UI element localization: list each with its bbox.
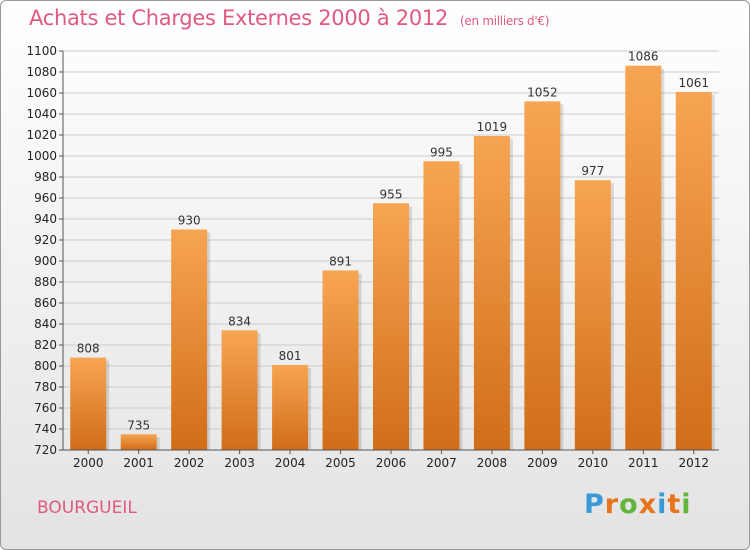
bar-2003[interactable] (221, 330, 258, 450)
y-tick-label: 720 (34, 443, 57, 457)
chart-title: Achats et Charges Externes 2000 à 2012 (e… (29, 6, 549, 30)
x-tick-label-2009: 2009 (527, 456, 558, 470)
logo-letter: o (619, 489, 639, 520)
y-tick-label: 800 (34, 359, 57, 373)
y-tick-label: 980 (34, 170, 57, 184)
bar-2011[interactable] (625, 65, 662, 450)
y-tick-label: 1080 (26, 65, 57, 79)
y-tick-label: 1020 (26, 128, 57, 142)
bar-2010[interactable] (574, 180, 611, 450)
data-label-2000: 808 (77, 342, 100, 356)
x-tick-label-2001: 2001 (123, 456, 154, 470)
y-axis: 720 740 760 780 800 820 840 860 880 900 920 940 960 9… (26, 44, 64, 457)
y-tick-label: 1000 (26, 149, 57, 163)
x-tick-label-2003: 2003 (224, 456, 255, 470)
data-label-2006: 955 (380, 187, 403, 201)
x-tick-label-2000: 2000 (73, 456, 104, 470)
x-tick-label-2010: 2010 (578, 456, 609, 470)
x-tick-label-2008: 2008 (477, 456, 508, 470)
x-tick-label-2011: 2011 (628, 456, 659, 470)
x-tick-label-2005: 2005 (325, 456, 356, 470)
y-tick-label: 900 (34, 254, 57, 268)
y-tick-label: 960 (34, 191, 57, 205)
data-label-2009: 1052 (527, 85, 558, 99)
bars (70, 65, 715, 451)
data-label-2002: 930 (178, 214, 201, 228)
y-tick-label: 760 (34, 401, 57, 415)
x-tick-label-2002: 2002 (174, 456, 205, 470)
data-label-2010: 977 (581, 164, 604, 178)
data-label-2005: 891 (329, 254, 352, 268)
data-label-2011: 1086 (628, 50, 659, 64)
logo-letter: i (657, 489, 668, 520)
x-axis: 2000 2001 2002 2003 2004 2005 2006 2007 2008 2009… (63, 449, 719, 470)
y-tick-label: 880 (34, 275, 57, 289)
y-tick-label: 740 (34, 422, 57, 436)
y-tick-label: 820 (34, 338, 57, 352)
y-tick-label: 860 (34, 296, 57, 310)
bar-2008[interactable] (473, 136, 510, 451)
bar-2009[interactable] (524, 101, 561, 451)
y-tick-label: 920 (34, 233, 57, 247)
bar-2012[interactable] (675, 91, 712, 450)
bar-2005[interactable] (322, 270, 359, 450)
x-tick-label-2012: 2012 (678, 456, 709, 470)
y-tick-label: 1040 (26, 107, 57, 121)
bar-2000[interactable] (70, 357, 107, 450)
bar-2001[interactable] (120, 434, 157, 450)
chart-unit: (en milliers d'€) (460, 14, 550, 28)
proxiti-logo[interactable]: Proxiti (584, 489, 692, 520)
y-tick-label: 1060 (26, 86, 57, 100)
x-tick-label-2006: 2006 (376, 456, 407, 470)
logo-letter: x (638, 489, 658, 520)
y-tick-label: 780 (34, 380, 57, 394)
logo-letter: r (604, 489, 620, 520)
y-tick-label: 940 (34, 212, 57, 226)
data-label-2003: 834 (228, 314, 251, 328)
data-label-2007: 995 (430, 145, 453, 159)
logo-letter: t (667, 489, 682, 520)
logo-letter: i (681, 489, 692, 520)
location-label: BOURGUEIL (37, 498, 137, 518)
data-label-2012: 1061 (678, 76, 709, 90)
bar-2002[interactable] (171, 229, 208, 451)
data-label-2008: 1019 (477, 120, 508, 134)
data-label-2004: 801 (279, 349, 302, 363)
logo-letter: P (584, 489, 605, 520)
bar-2007[interactable] (423, 161, 460, 450)
bar-2006[interactable] (373, 203, 409, 450)
x-tick-label-2007: 2007 (426, 456, 457, 470)
y-tick-label: 1100 (26, 44, 57, 58)
data-label-2001: 735 (127, 418, 150, 432)
bar-2004[interactable] (272, 364, 309, 450)
data-labels: 808 735 930 834 801 891 955 995 1019 1052 977 1086 1… (77, 50, 709, 433)
x-tick-label-2004: 2004 (275, 456, 306, 470)
y-tick-label: 840 (34, 317, 57, 331)
chart-title-text: Achats et Charges Externes 2000 à 2012 (29, 6, 449, 30)
